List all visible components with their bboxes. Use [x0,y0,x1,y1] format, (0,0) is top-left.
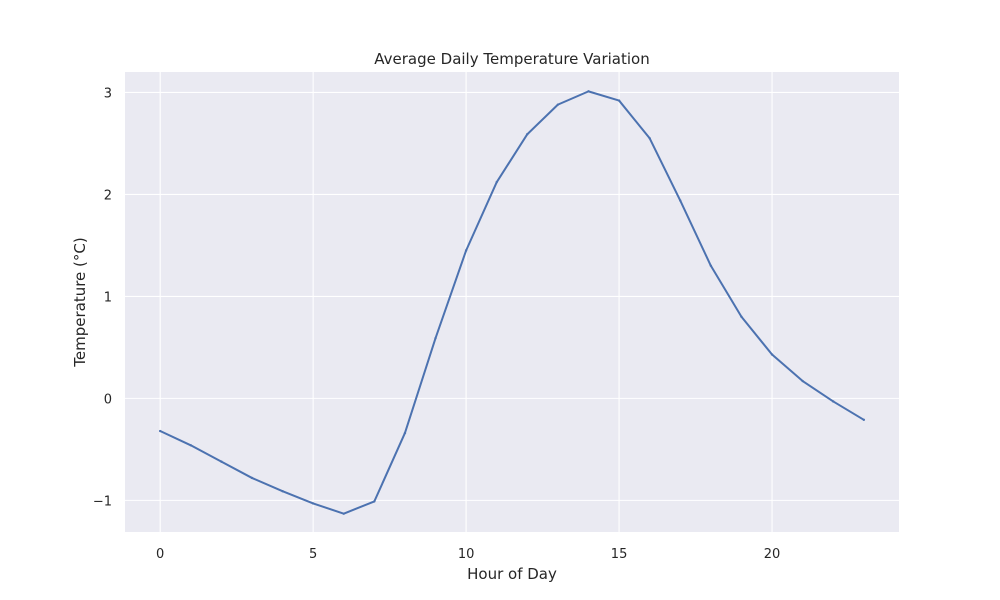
chart-title: Average Daily Temperature Variation [374,50,649,68]
data-point [709,264,713,267]
y-tick-label: 0 [104,392,112,407]
x-tick-label: 10 [458,547,475,562]
data-point [587,90,590,93]
data-point [617,99,621,102]
data-point [403,431,407,435]
temperature-series-line [159,90,865,515]
data-point [832,400,835,403]
data-point [342,512,345,515]
data-point [311,502,315,505]
data-point [526,133,529,136]
data-point [648,137,651,140]
data-point [556,103,560,106]
data-point [679,199,682,202]
data-point [220,460,223,463]
y-tick-label: 3 [104,86,112,101]
data-point [434,337,437,340]
x-axis-label: Hour of Day [467,565,557,583]
y-tick-label: −1 [93,494,112,509]
data-point [801,379,804,383]
grid-lines [125,72,899,532]
y-tick-label: 2 [104,188,112,203]
x-axis-ticks: 0 5 10 15 20 [156,547,780,562]
y-axis-ticks: −1 0 1 2 3 [93,86,112,509]
plot-area [125,72,899,532]
x-tick-label: 15 [611,547,628,562]
y-tick-label: 1 [104,290,112,305]
x-tick-label: 5 [309,547,317,562]
data-point [373,500,376,503]
data-point [158,429,162,433]
y-axis-label: Temperature (°C) [71,237,89,367]
series-layer [158,90,866,515]
data-point [250,476,254,480]
data-point [770,353,774,356]
data-point [495,180,498,184]
data-point [862,418,866,422]
data-point [740,315,743,318]
x-tick-label: 20 [764,547,781,562]
data-point [464,249,468,252]
data-point [281,490,284,493]
x-tick-label: 0 [156,547,164,562]
data-point [189,444,192,447]
